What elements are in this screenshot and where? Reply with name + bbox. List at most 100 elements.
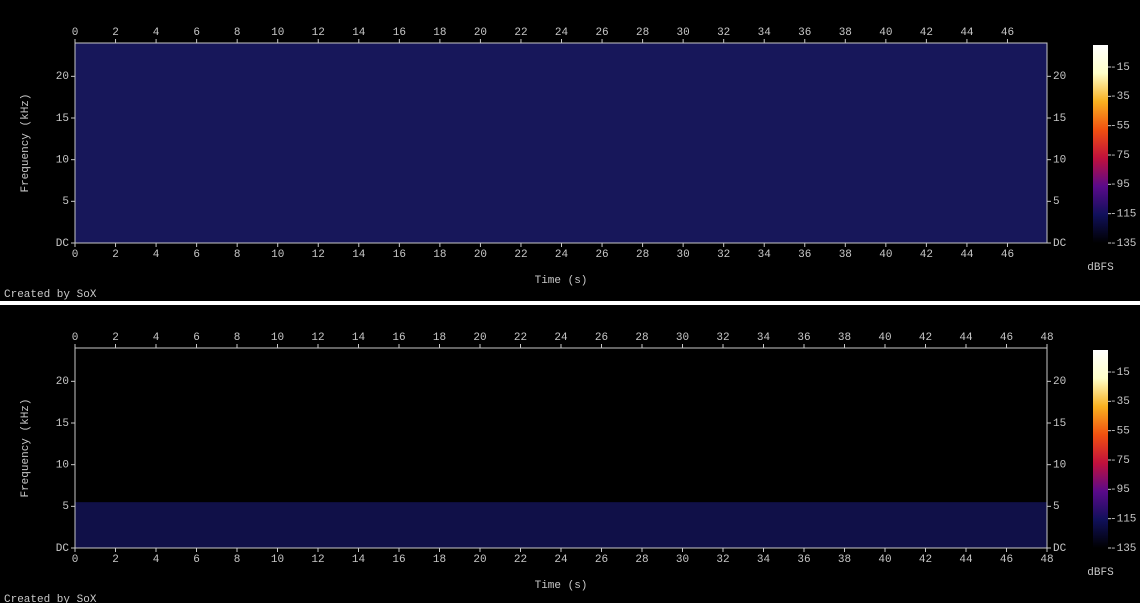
x-tick-label: 38 — [838, 554, 851, 566]
spectrum-band — [75, 502, 1047, 548]
x-tick-label: 10 — [271, 249, 284, 261]
x-tick-label: 30 — [676, 332, 689, 344]
x-tick-label: 40 — [878, 554, 891, 566]
y-tick-label: 15 — [1053, 418, 1066, 430]
x-tick-label: 14 — [352, 554, 366, 566]
y-tick-label: 10 — [56, 460, 69, 472]
x-tick-label: 6 — [193, 27, 200, 39]
y-tick-label: DC — [56, 543, 70, 555]
x-tick-label: 30 — [676, 554, 689, 566]
x-tick-label: 28 — [635, 554, 648, 566]
x-tick-label: 46 — [1000, 554, 1013, 566]
x-tick-label: 2 — [112, 27, 119, 39]
x-tick-label: 48 — [1040, 554, 1053, 566]
x-tick-label: 28 — [635, 332, 648, 344]
x-tick-label: 40 — [878, 332, 891, 344]
x-tick-label: 10 — [271, 554, 284, 566]
x-tick-label: 24 — [554, 554, 568, 566]
x-tick-label: 2 — [112, 249, 119, 261]
x-tick-label: 44 — [960, 249, 974, 261]
x-tick-label: 8 — [234, 27, 241, 39]
colorbar-tick-label: -75 — [1110, 455, 1130, 467]
x-tick-label: 44 — [959, 554, 973, 566]
x-tick-label: 20 — [474, 249, 487, 261]
x-tick-label: 22 — [514, 27, 527, 39]
x-tick-label: 26 — [595, 554, 608, 566]
x-tick-label: 2 — [112, 554, 119, 566]
x-tick-label: 36 — [798, 249, 811, 261]
x-axis-title: Time (s) — [535, 580, 588, 592]
y-tick-label: DC — [56, 238, 70, 250]
colorbar-tick-label: -15 — [1110, 367, 1130, 379]
colorbar-tick-label: -55 — [1110, 121, 1130, 133]
x-tick-label: 14 — [352, 249, 366, 261]
x-tick-label: 46 — [1001, 27, 1014, 39]
colorbar-tick-label: -15 — [1110, 62, 1130, 74]
x-tick-label: 0 — [72, 27, 79, 39]
x-tick-label: 38 — [839, 27, 852, 39]
colorbar-tick-label: -35 — [1110, 396, 1130, 408]
x-tick-label: 32 — [716, 332, 729, 344]
x-tick-label: 12 — [312, 27, 325, 39]
y-tick-label: 5 — [62, 501, 69, 513]
x-tick-label: 20 — [474, 27, 487, 39]
y-axis-title: Frequency (kHz) — [20, 93, 32, 192]
x-tick-label: 36 — [798, 27, 811, 39]
y-tick-label: DC — [1053, 238, 1067, 250]
colorbar-label: dBFS — [1087, 567, 1114, 579]
x-tick-label: 12 — [311, 554, 324, 566]
x-tick-label: 16 — [393, 249, 406, 261]
x-tick-label: 26 — [595, 249, 608, 261]
x-tick-label: 16 — [393, 27, 406, 39]
spectrogram-panel: 0022446688101012121414161618182020222224… — [0, 0, 1140, 301]
colorbar-tick-label: -55 — [1110, 426, 1130, 438]
y-tick-label: 20 — [1053, 376, 1066, 388]
y-tick-label: 15 — [56, 113, 69, 125]
x-tick-label: 42 — [919, 332, 932, 344]
spectrogram-panel: 0022446688101012121414161618182020222224… — [0, 305, 1140, 603]
x-tick-label: 0 — [72, 554, 79, 566]
x-tick-label: 6 — [193, 332, 200, 344]
x-tick-label: 2 — [112, 332, 119, 344]
x-tick-label: 28 — [636, 27, 649, 39]
x-tick-label: 32 — [717, 27, 730, 39]
y-tick-label: DC — [1053, 543, 1067, 555]
x-tick-label: 14 — [352, 27, 366, 39]
x-tick-label: 0 — [72, 332, 79, 344]
x-tick-label: 26 — [595, 27, 608, 39]
x-tick-label: 10 — [271, 27, 284, 39]
x-tick-label: 42 — [920, 27, 933, 39]
x-tick-label: 34 — [757, 554, 771, 566]
x-tick-label: 20 — [473, 554, 486, 566]
x-tick-label: 42 — [920, 249, 933, 261]
y-tick-label: 10 — [1053, 460, 1066, 472]
y-tick-label: 5 — [1053, 196, 1060, 208]
x-tick-label: 10 — [271, 332, 284, 344]
x-tick-label: 0 — [72, 249, 79, 261]
y-tick-label: 5 — [1053, 501, 1060, 513]
x-tick-label: 32 — [716, 554, 729, 566]
x-tick-label: 34 — [758, 249, 772, 261]
x-tick-label: 18 — [433, 249, 446, 261]
x-tick-label: 14 — [352, 332, 366, 344]
colorbar-tick-label: -95 — [1110, 484, 1130, 496]
colorbar-tick-label: -115 — [1110, 514, 1136, 526]
x-tick-label: 46 — [1000, 332, 1013, 344]
x-tick-label: 38 — [839, 249, 852, 261]
y-tick-label: 20 — [56, 376, 69, 388]
y-tick-label: 15 — [56, 418, 69, 430]
x-tick-label: 30 — [677, 249, 690, 261]
y-tick-label: 15 — [1053, 113, 1066, 125]
x-tick-label: 18 — [433, 554, 446, 566]
x-tick-label: 40 — [879, 249, 892, 261]
x-tick-label: 44 — [960, 27, 974, 39]
x-tick-label: 16 — [392, 554, 405, 566]
x-tick-label: 6 — [193, 249, 200, 261]
colorbar-label: dBFS — [1087, 262, 1114, 274]
x-tick-label: 24 — [554, 332, 568, 344]
colorbar-tick-label: -75 — [1110, 150, 1130, 162]
x-tick-label: 34 — [758, 27, 772, 39]
y-tick-label: 10 — [1053, 155, 1066, 167]
x-tick-label: 28 — [636, 249, 649, 261]
footer: Created by SoX — [4, 594, 97, 603]
